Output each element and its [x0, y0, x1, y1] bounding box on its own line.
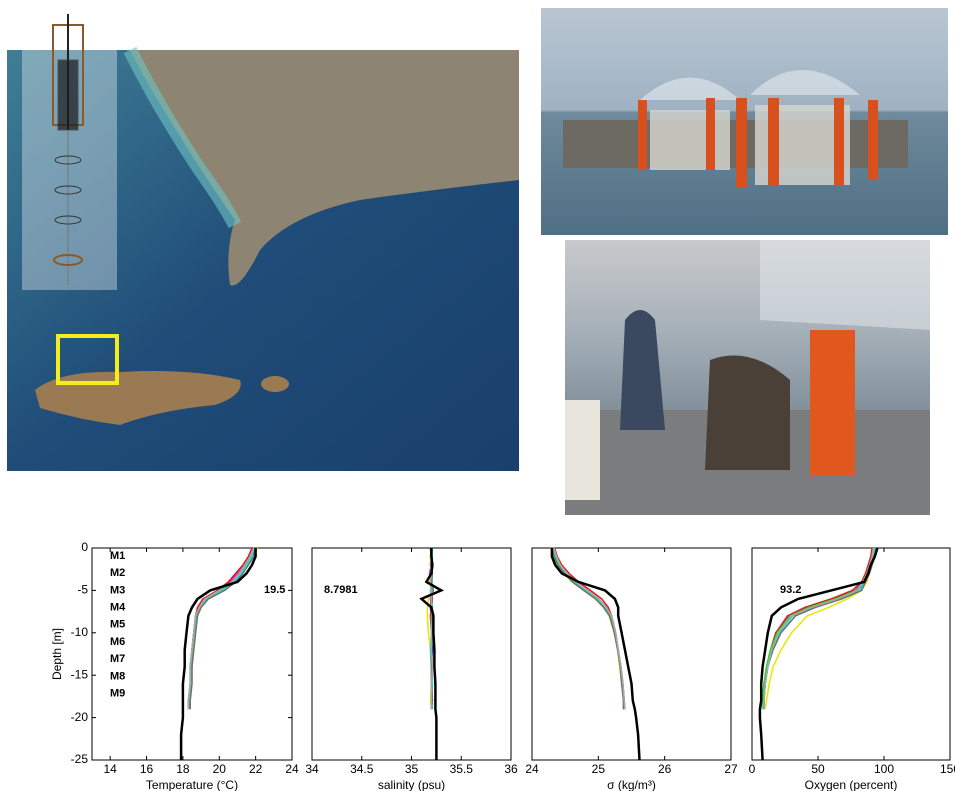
mesocosm-photo	[541, 8, 948, 235]
x-tick-label: 26	[658, 762, 672, 776]
legend-entry: M6	[110, 636, 125, 648]
profile-line	[179, 548, 257, 760]
satellite-image	[7, 14, 519, 471]
x-tick-label: 150	[940, 762, 955, 776]
x-tick-label: 20	[213, 762, 227, 776]
x-tick-label: 16	[140, 762, 154, 776]
x-tick-label: 0	[749, 762, 756, 776]
y-tick-label: 0	[81, 540, 88, 554]
profile-line	[187, 547, 257, 710]
legend-entry: M7	[110, 653, 125, 665]
legend-entry: M8	[110, 670, 125, 682]
legend-entry: M1	[110, 550, 125, 562]
annotation: 93.2	[780, 584, 801, 596]
x-tick-label: 50	[811, 762, 825, 776]
x-axis-label: σ (kg/m³)	[607, 778, 656, 791]
plot-frame	[751, 547, 951, 761]
x-tick-label: 35	[405, 762, 419, 776]
profile-line	[551, 547, 625, 710]
legend-entry: M4	[110, 602, 126, 614]
profile-line	[758, 547, 879, 761]
profile-line	[550, 548, 641, 761]
profile-line	[189, 547, 257, 710]
x-tick-label: 22	[249, 762, 263, 776]
x-tick-label: 18	[176, 762, 190, 776]
x-tick-label: 36	[504, 762, 518, 776]
plot-frame	[91, 547, 293, 761]
x-tick-label: 27	[724, 762, 738, 776]
legend-entry: M3	[110, 584, 125, 596]
profile-line	[419, 548, 445, 760]
x-tick-label: 100	[874, 762, 894, 776]
profile-line	[187, 547, 255, 710]
plot-frame	[311, 547, 512, 761]
x-tick-label: 24	[525, 762, 539, 776]
plot-frame	[531, 547, 732, 761]
sampling-photo	[565, 240, 930, 515]
x-axis-label: Oxygen (percent)	[805, 778, 898, 791]
y-tick-label: -15	[71, 667, 89, 681]
x-axis-label: Temperature (°C)	[146, 778, 238, 791]
x-tick-label: 24	[285, 762, 299, 776]
y-tick-label: -10	[71, 625, 89, 639]
profile-line	[553, 547, 626, 710]
y-tick-label: -20	[71, 710, 89, 724]
x-tick-label: 25	[592, 762, 606, 776]
y-axis-label: Depth [m]	[50, 628, 64, 680]
y-tick-label: -5	[77, 583, 88, 597]
x-tick-label: 34.5	[350, 762, 374, 776]
annotation: 8.7981	[324, 584, 358, 596]
x-tick-label: 14	[104, 762, 118, 776]
x-tick-label: 34	[305, 762, 319, 776]
profile-line	[763, 547, 875, 710]
legend-entry: M9	[110, 688, 125, 700]
annotation: 19.5	[264, 584, 285, 596]
y-tick-label: -25	[71, 752, 89, 766]
x-tick-label: 35.5	[450, 762, 474, 776]
legend-entry: M2	[110, 567, 125, 579]
legend-entry: M5	[110, 619, 125, 631]
x-axis-label: salinity (psu)	[378, 778, 445, 791]
profile-line	[187, 547, 257, 710]
